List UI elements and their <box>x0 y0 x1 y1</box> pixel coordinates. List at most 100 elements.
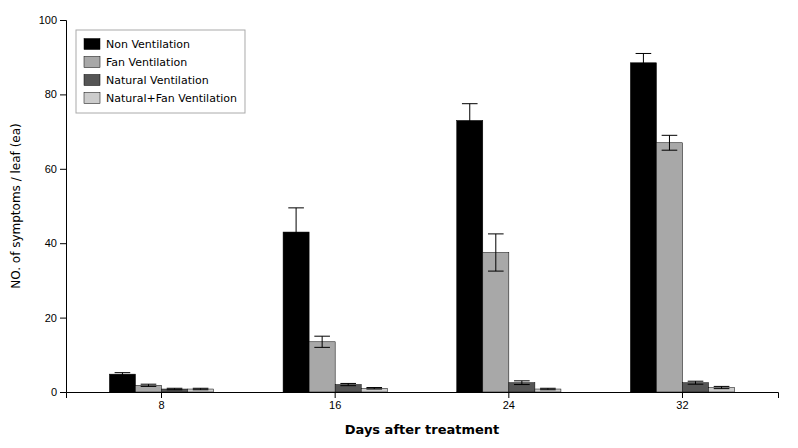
error-cap <box>688 384 704 385</box>
tick-mark <box>161 392 162 398</box>
error-cap <box>115 375 131 376</box>
error-cap <box>540 388 556 389</box>
legend-item: Non Ventilation <box>84 38 190 51</box>
error-cap <box>340 383 356 384</box>
axis-line <box>60 21 67 393</box>
tick-label: 100 <box>39 14 57 26</box>
error-cap <box>662 150 678 151</box>
bar <box>682 383 708 392</box>
error-cap <box>714 388 730 389</box>
tick: 40 <box>45 237 66 249</box>
error-cap <box>288 256 304 257</box>
tick: 24 <box>503 392 515 411</box>
error-cap <box>540 389 556 390</box>
error-bar <box>521 381 522 385</box>
error-bar <box>643 53 644 72</box>
bar <box>188 389 214 392</box>
error-cap <box>193 388 209 389</box>
bar <box>309 342 335 392</box>
error-cap <box>636 72 652 73</box>
bar <box>483 253 509 393</box>
tick: 0 <box>51 386 66 398</box>
tick-label: 20 <box>45 312 57 324</box>
tick: 20 <box>45 312 66 324</box>
error-cap <box>340 385 356 386</box>
tick-mark <box>60 318 66 319</box>
tick-mark <box>682 392 683 398</box>
bar <box>656 143 682 392</box>
bar <box>335 385 361 392</box>
series <box>162 381 709 392</box>
error-cap <box>688 381 704 382</box>
y-axis: 0 20 40 60 80 100 <box>39 14 67 398</box>
tick-mark <box>60 169 66 170</box>
error-cap <box>462 137 478 138</box>
tick-label: 16 <box>329 399 341 411</box>
legend-swatch <box>84 93 100 104</box>
legend: Non Ventilation Fan Ventilation Natural Ve… <box>76 30 245 113</box>
tick-mark <box>335 392 336 398</box>
bar <box>283 232 309 392</box>
tick-mark <box>60 20 66 21</box>
error-cap <box>366 389 382 390</box>
bar <box>361 388 387 392</box>
chart: 0 20 40 60 80 100 8 16 24 32 Days after treatment N… <box>0 0 798 448</box>
error-cap <box>462 103 478 104</box>
error-cap <box>167 389 183 390</box>
tick-label: 32 <box>676 399 688 411</box>
bar <box>709 388 735 392</box>
bar <box>457 120 483 392</box>
tick-label: 0 <box>51 386 57 398</box>
bar <box>162 389 188 392</box>
error-cap <box>141 386 157 387</box>
axis-line <box>67 393 779 399</box>
error-cap <box>514 380 530 381</box>
error-cap <box>115 372 131 373</box>
tick-mark <box>60 243 66 244</box>
legend-label: Natural Ventilation <box>106 74 209 87</box>
legend-item: Natural Ventilation <box>84 74 209 87</box>
legend-swatch <box>84 39 100 50</box>
tick: 16 <box>329 392 341 411</box>
tick: 60 <box>45 163 66 175</box>
error-cap <box>488 271 504 272</box>
bar <box>509 383 535 392</box>
bar <box>109 374 135 392</box>
legend-label: Natural+Fan Ventilation <box>106 92 237 105</box>
tick-label: 60 <box>45 163 57 175</box>
error-cap <box>193 389 209 390</box>
y-axis-title: NO. of symptoms / leaf (ea) <box>9 123 23 288</box>
tick: 80 <box>45 88 66 100</box>
legend-label: Fan Ventilation <box>106 56 187 69</box>
error-bar <box>469 104 470 137</box>
error-cap <box>167 388 183 389</box>
x-axis: 8 16 24 32 <box>67 392 779 411</box>
error-cap <box>288 207 304 208</box>
bar <box>135 385 161 392</box>
error-cap <box>662 135 678 136</box>
series <box>188 386 735 392</box>
tick-label: 8 <box>158 399 164 411</box>
legend-label: Non Ventilation <box>106 38 190 51</box>
x-axis-title: Days after treatment <box>345 422 500 437</box>
error-bar <box>495 234 496 271</box>
tick-mark <box>60 392 66 393</box>
error-bar <box>669 135 670 150</box>
error-bar <box>296 208 297 256</box>
error-cap <box>714 386 730 387</box>
legend-item: Fan Ventilation <box>84 56 187 69</box>
tick: 32 <box>676 392 688 411</box>
error-cap <box>314 347 330 348</box>
tick-label: 80 <box>45 88 57 100</box>
error-cap <box>636 53 652 54</box>
series <box>135 135 682 392</box>
error-cap <box>366 387 382 388</box>
error-cap <box>141 384 157 385</box>
tick: 8 <box>158 392 164 411</box>
plot: 0 20 40 60 80 100 8 16 24 32 Days after treatment N… <box>9 14 779 437</box>
tick-mark <box>60 94 66 95</box>
tick-label: 40 <box>45 237 57 249</box>
tick-mark <box>508 392 509 398</box>
tick: 100 <box>39 14 66 26</box>
error-cap <box>488 233 504 234</box>
